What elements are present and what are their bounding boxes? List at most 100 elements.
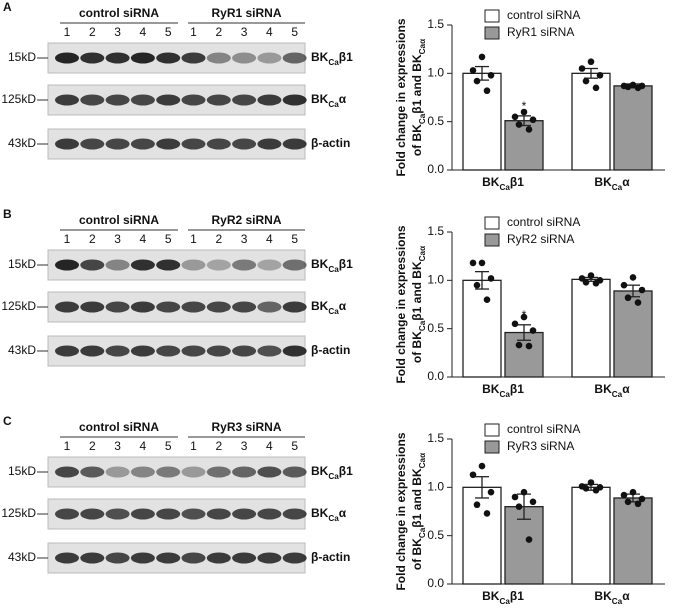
blot-band	[130, 259, 155, 271]
blot-band	[257, 259, 282, 271]
data-point	[473, 281, 481, 289]
blot-band	[257, 466, 282, 478]
blot-band	[282, 138, 307, 150]
protein-label-part: Ca	[328, 100, 339, 109]
y-axis-label-part: of BK	[410, 124, 424, 156]
data-point	[529, 116, 537, 124]
y-axis-label: Fold change in expressions	[394, 225, 408, 383]
blot-band	[55, 259, 79, 271]
blot-band	[257, 552, 282, 564]
lane-number: 1	[190, 25, 197, 39]
data-point	[620, 491, 628, 499]
data-point	[469, 259, 477, 267]
blot-band	[156, 508, 181, 520]
y-axis-label-part: Caα	[418, 39, 427, 54]
y-tick-label: 0.5	[427, 114, 444, 128]
blot-band	[55, 52, 79, 64]
protein-label-part: BK	[311, 257, 329, 271]
significance-label: *	[522, 99, 527, 113]
blot-band	[181, 138, 206, 150]
data-point	[624, 294, 632, 302]
blot-band	[282, 94, 307, 106]
blot-band	[206, 52, 231, 64]
x-tick-label-part: β1	[510, 589, 524, 603]
significance-label: *	[522, 308, 527, 322]
blot-band	[105, 94, 130, 106]
blot-band	[130, 345, 155, 357]
marker-label: 15kD	[8, 257, 36, 271]
protein-label: β-actin	[311, 343, 350, 357]
marker-label: 43kD	[8, 343, 36, 357]
legend-label: RyR3 siRNA	[507, 439, 574, 453]
lane-number: 2	[89, 439, 96, 453]
blot-band	[181, 508, 206, 520]
x-tick-label-part: Ca	[612, 597, 623, 606]
data-point	[525, 536, 533, 543]
marker-label: 15kD	[8, 464, 36, 478]
y-tick-label: 0.5	[427, 321, 444, 335]
x-tick-label-part: BK	[594, 382, 612, 396]
data-point	[515, 121, 523, 128]
y-axis-label-part: β1 and BK	[410, 261, 424, 321]
data-point	[525, 342, 533, 350]
protein-label-part: Ca	[328, 265, 339, 274]
blot-band	[156, 259, 181, 271]
blot-band	[156, 466, 181, 478]
lane-number: 3	[114, 439, 121, 453]
blot-band	[206, 466, 231, 478]
blot-band	[282, 508, 307, 520]
data-point	[520, 313, 528, 321]
lane-group-label: control siRNA	[79, 213, 159, 227]
protein-label-part: β1	[339, 464, 353, 478]
blot-band	[130, 508, 155, 520]
blot-band	[130, 466, 155, 478]
data-point	[592, 279, 600, 287]
blot-band	[80, 552, 105, 564]
data-point	[620, 281, 628, 289]
data-point	[520, 108, 528, 116]
lane-number: 1	[64, 25, 71, 39]
y-axis-label-part: Caα	[418, 246, 427, 261]
blot-band	[232, 259, 257, 271]
blot-band	[55, 466, 79, 478]
y-tick-label: 1.0	[427, 480, 444, 494]
blot-band	[282, 345, 307, 357]
blot-band	[232, 301, 257, 313]
blot-band	[55, 138, 79, 150]
data-point	[634, 299, 642, 306]
blot-band	[232, 138, 257, 150]
bar	[571, 278, 611, 378]
data-point	[483, 510, 491, 517]
data-point	[624, 498, 632, 506]
protein-label-part: Ca	[328, 472, 339, 481]
protein-label-part: α	[339, 506, 347, 520]
blot-band	[105, 345, 130, 357]
blot-band	[130, 94, 155, 106]
x-tick-label-part: BK	[482, 382, 500, 396]
data-point	[487, 71, 495, 79]
y-tick-label: 0.5	[427, 528, 444, 542]
blot-band	[206, 301, 231, 313]
blot-band	[181, 466, 206, 478]
lane-number: 4	[140, 25, 147, 39]
data-point	[478, 462, 486, 470]
protein-label-part: β1	[339, 257, 353, 271]
data-point	[511, 113, 519, 121]
blot-band	[257, 301, 282, 313]
protein-label-part: BK	[311, 299, 329, 313]
data-point	[629, 274, 637, 281]
marker-label: 125kD	[1, 299, 36, 313]
legend-label: control siRNA	[507, 215, 580, 229]
marker-label: 125kD	[1, 506, 36, 520]
x-tick-label-part: Ca	[499, 597, 510, 606]
x-tick-label-part: Ca	[612, 390, 623, 399]
blot-band	[105, 301, 130, 313]
panel-label: B	[3, 207, 12, 221]
legend-label: control siRNA	[507, 8, 580, 22]
y-tick-label: 1.0	[427, 273, 444, 287]
protein-label-part: β1	[339, 50, 353, 64]
lane-group-label: RyR1 siRNA	[211, 6, 281, 20]
x-tick-label: BKCaα	[594, 382, 630, 398]
protein-label: BKCaα	[311, 506, 347, 522]
marker-label: 43kD	[8, 136, 36, 150]
